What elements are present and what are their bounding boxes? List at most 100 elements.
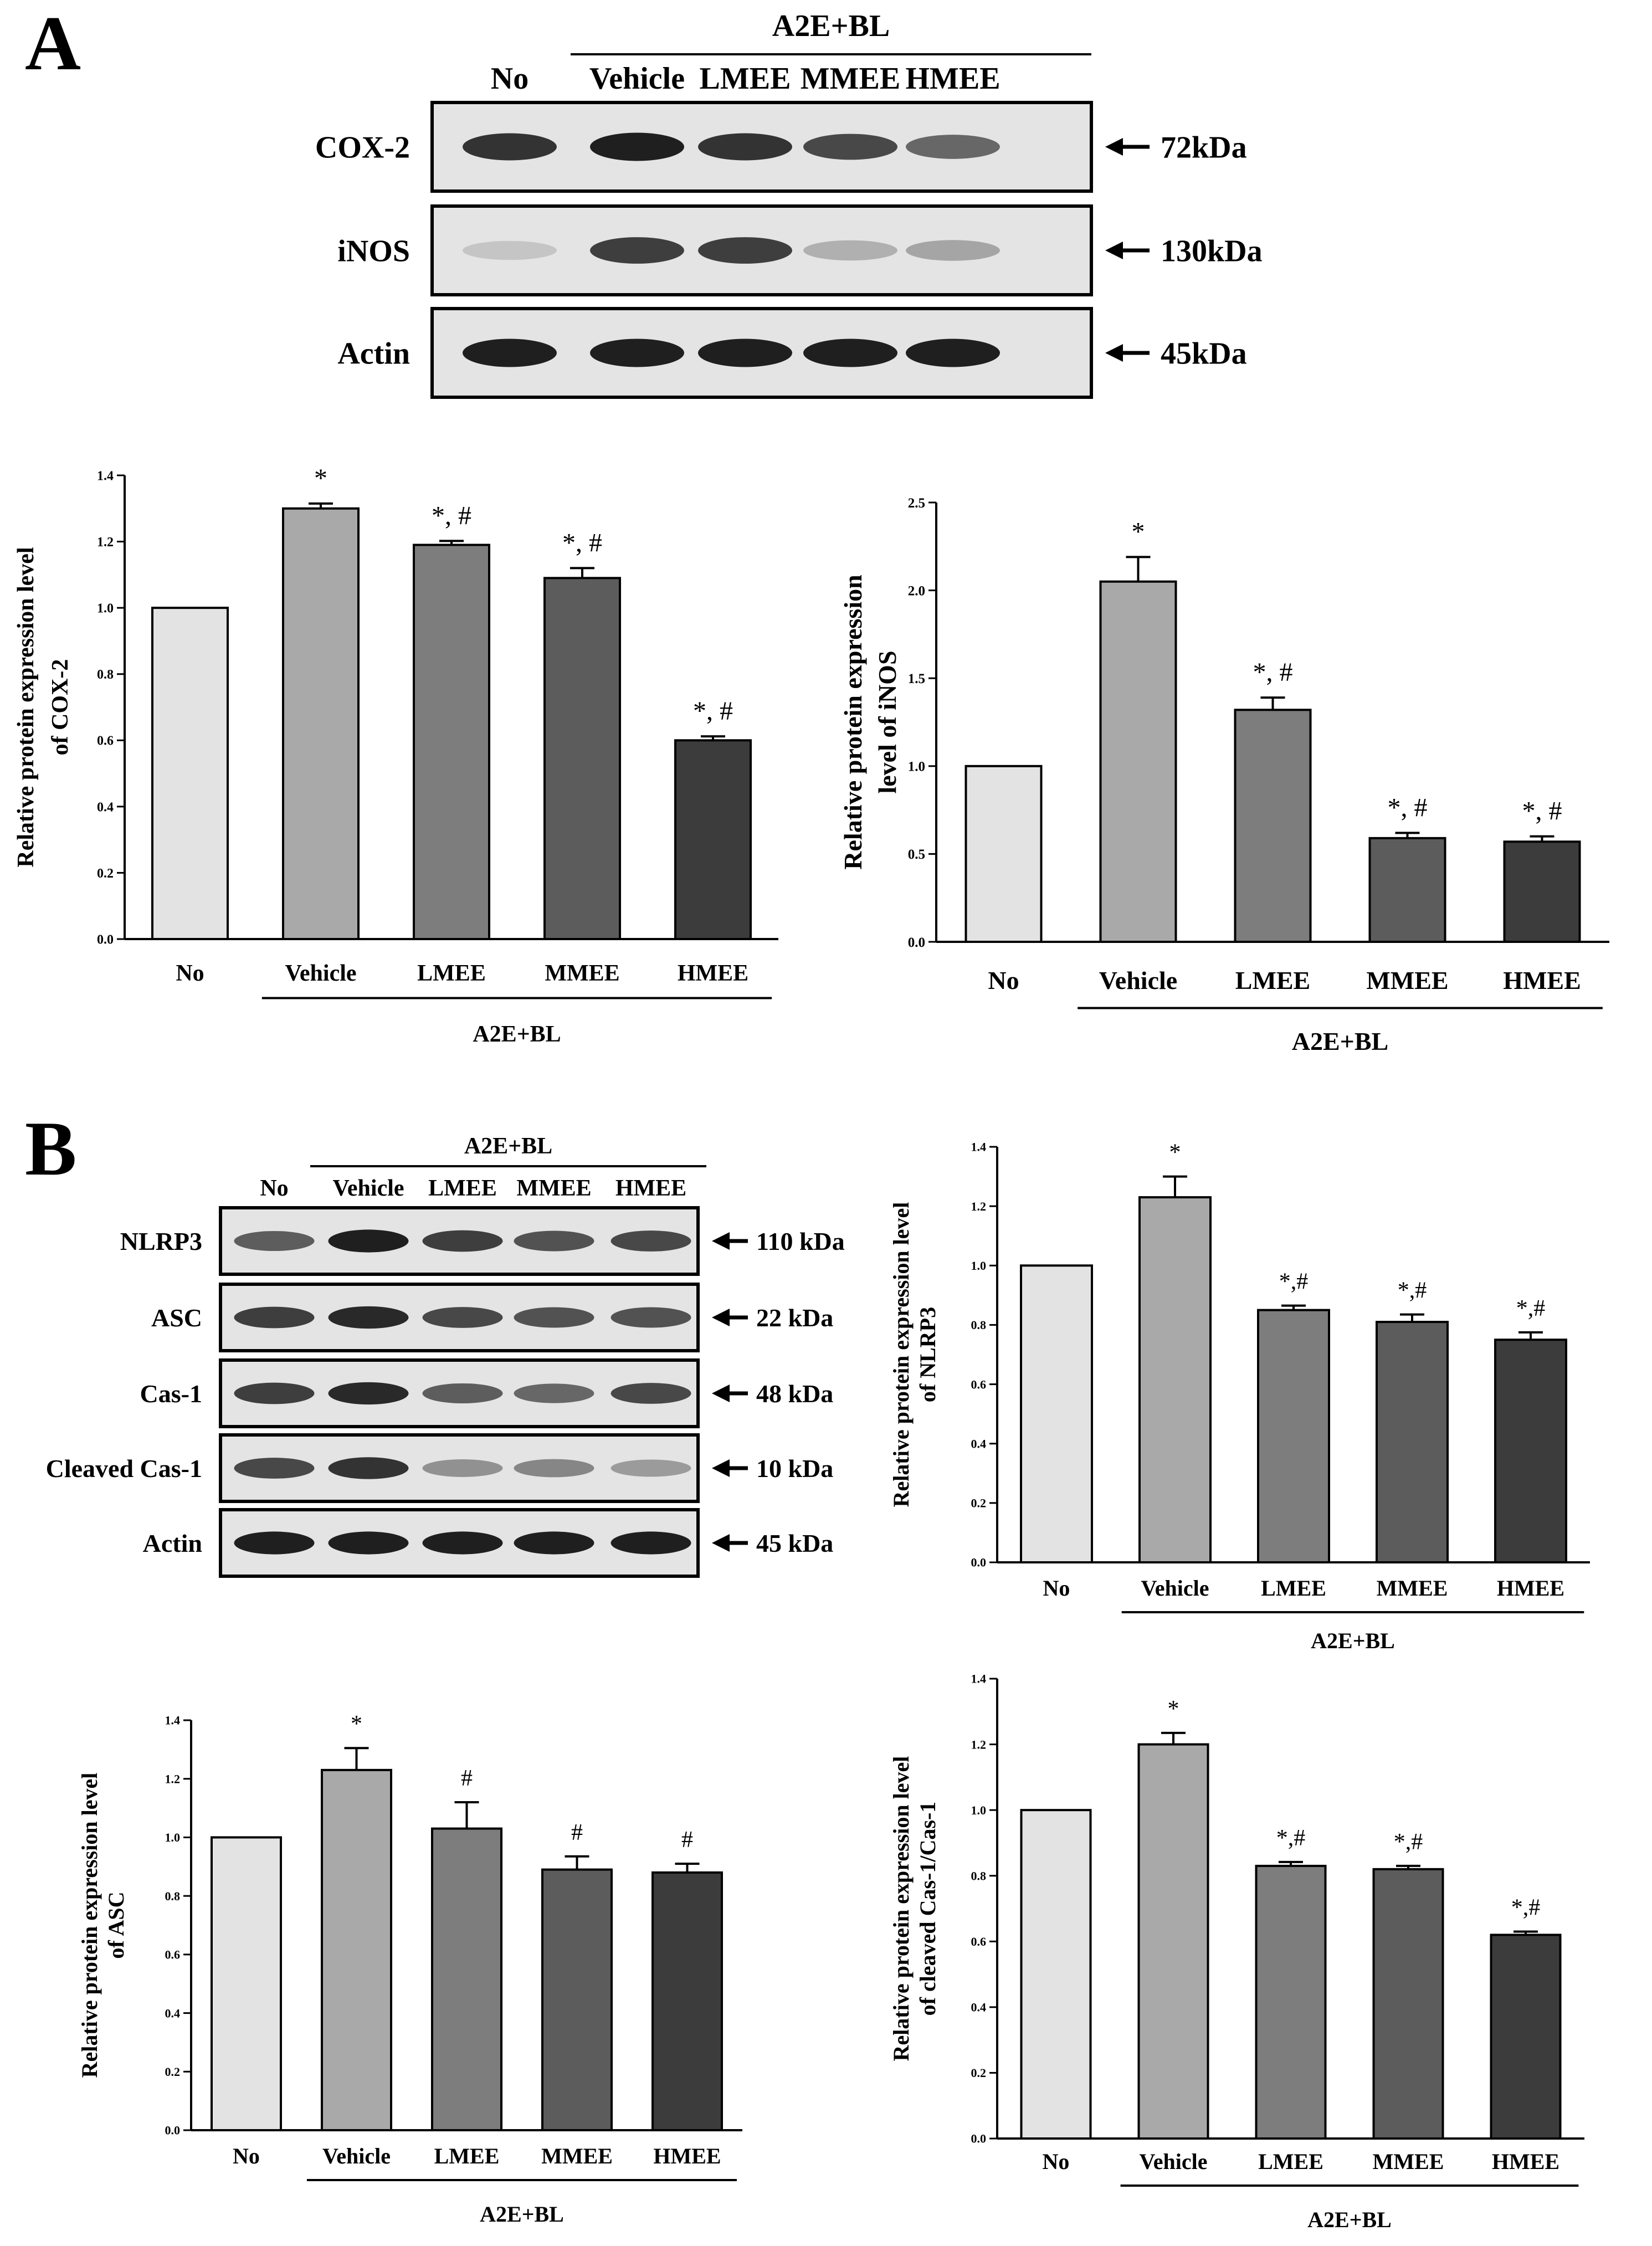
blot-band [803,134,897,160]
y-tick-label: 0.8 [165,1889,181,1903]
blot-band [803,339,897,367]
x-tick-label: Vehicle [1099,966,1177,994]
y-tick-label: 1.4 [971,1672,987,1686]
blot-row-cas-1: Cas-1 48 kDa [140,1358,833,1428]
x-tick-label: Vehicle [1140,2149,1208,2174]
blot-panel-1: A2E+BL No Vehicle LMEE MMEE HMEE COX-2 72kDa iNO… [315,9,1263,399]
blot-header: A2E+BL [464,1134,552,1159]
blot-band [234,1458,315,1479]
bar-lmee [413,543,490,940]
y-axis-label: Relative protein expression [839,575,867,869]
bar-vehicle [1138,1196,1212,1564]
x-tick-label: LMEE [1258,2149,1323,2174]
group-label: A2E+BL [480,2202,564,2227]
blot-band [803,240,897,261]
y-tick-label: 0.8 [971,1869,987,1883]
bar-lmee [431,1827,502,2132]
panel-label-b: B [25,1106,76,1192]
y-tick-label: 0.6 [97,734,114,748]
y-tick-label: 1.4 [165,1714,181,1727]
x-tick-label: LMEE [434,2144,500,2168]
bar-no [211,1836,282,2131]
bar-lmee [1234,709,1312,943]
lane-label: HMEE [905,61,1000,96]
y-tick-label: 2.5 [908,496,925,511]
blot-band [234,1531,315,1555]
significance-label: *,# [1276,1825,1306,1851]
protein-label: ASC [151,1304,202,1332]
blot-band [610,1459,691,1477]
blot-band [590,132,684,161]
x-tick-label: No [233,2144,260,2168]
y-axis-label: of COX-2 [48,659,73,756]
x-tick-label: HMEE [653,2144,721,2168]
arrowhead-icon [712,1459,730,1477]
y-tick-label: 2.0 [908,583,925,598]
y-tick-label: 1.2 [97,535,114,550]
bar-no [964,765,1043,943]
y-tick-label: 0.6 [971,1377,987,1391]
significance-label: *,# [1398,1278,1427,1304]
blot-band [906,135,1000,159]
blot-band [590,339,684,367]
x-tick-label: HMEE [1492,2149,1559,2174]
significance-label: * [1169,1140,1181,1166]
arrowhead-icon [712,1384,730,1402]
blot-band [234,1306,315,1329]
bar-hmee [1503,840,1581,943]
y-axis-label: Relative protein expression level [13,547,39,867]
group-label: A2E+BL [1311,1628,1395,1653]
arrowhead-icon [712,1534,730,1552]
lane-label: LMEE [428,1176,497,1201]
blot-row-inos: iNOS 130kDa [337,204,1263,296]
y-axis-label: Relative protein expression level [889,1202,914,1507]
blot-band [328,1306,409,1329]
y-tick-label: 1.2 [971,1199,987,1213]
molecular-weight-label: 48 kDa [756,1380,833,1408]
lane-label: MMEE [516,1176,591,1201]
y-tick-label: 0.4 [971,1437,987,1450]
chart-3: 0.0 0.2 0.4 0.6 0.8 1.0 1.2 1.4 No * Vehicle *,# LME… [889,1140,1590,1653]
significance-label: *, # [1522,797,1562,826]
blot-band [610,1307,691,1328]
lane-label: LMEE [700,61,791,96]
significance-label: *, # [1253,658,1293,687]
x-tick-label: HMEE [1503,966,1581,994]
blot-band [328,1382,409,1405]
lane-label: No [491,61,529,96]
y-tick-label: 0.2 [971,1496,987,1510]
arrowhead-icon [1105,138,1123,156]
lane-label: Vehicle [589,61,685,96]
blot-band [234,1382,315,1404]
lane-label: HMEE [615,1176,686,1201]
y-tick-label: 1.0 [971,1259,987,1273]
blot-band [610,1383,691,1404]
bar-vehicle [282,507,360,940]
arrowhead-icon [1105,242,1123,259]
molecular-weight-label: 10 kDa [756,1454,833,1483]
y-tick-label: 0.4 [165,2006,181,2020]
bar-mmee [541,1868,613,2132]
x-tick-label: No [988,966,1019,994]
y-tick-label: 1.5 [908,671,925,686]
significance-label: *, # [693,696,733,726]
arrowhead-icon [712,1232,730,1250]
bar-mmee [1372,1868,1444,2140]
x-tick-label: MMEE [545,961,619,986]
x-tick-label: MMEE [541,2144,613,2168]
y-tick-label: 0.8 [97,668,114,682]
y-axis-label: of cleaved Cas-1/Cas-1 [915,1802,940,2016]
blot-band [463,339,557,367]
bar-no [1020,1809,1092,2140]
lane-label: Vehicle [332,1176,404,1201]
blot-row-cleaved-cas-1: Cleaved Cas-1 10 kDa [46,1433,833,1503]
significance-label: # [681,1827,693,1853]
significance-label: *,# [1394,1829,1423,1855]
blot-band [514,1230,594,1252]
blot-band [514,1307,594,1328]
y-tick-label: 0.6 [971,1935,987,1948]
bar-hmee [1490,1934,1562,2140]
blot-panel-2: A2E+BL No Vehicle LMEE MMEE HMEE NLRP3 110 kDa A… [46,1134,845,1578]
x-tick-label: Vehicle [322,2144,391,2168]
group-label: A2E+BL [1292,1027,1388,1055]
